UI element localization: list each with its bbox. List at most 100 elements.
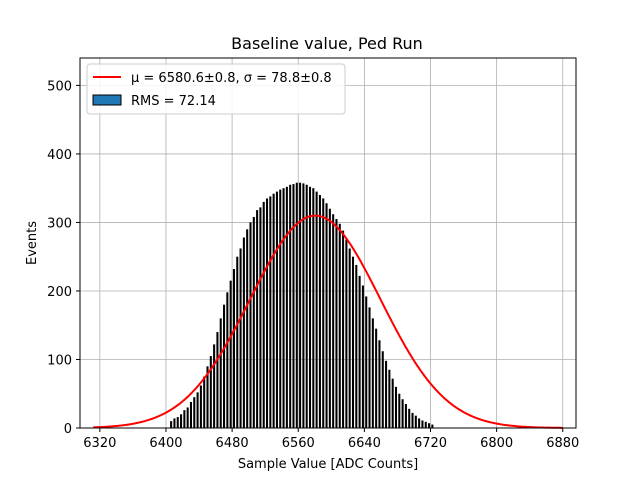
legend-box <box>86 63 346 115</box>
histogram-bar <box>236 256 239 428</box>
histogram-bar <box>176 417 179 428</box>
histogram-bar <box>375 328 378 428</box>
y-axis-ticks: 0 100 200 300 400 500 <box>47 79 80 437</box>
x-tick-label: 6400 <box>149 436 182 451</box>
histogram-bar <box>305 184 308 428</box>
histogram-bars <box>170 182 434 428</box>
chart-title: Baseline value, Ped Run <box>231 34 423 53</box>
histogram-bar <box>315 191 318 428</box>
histogram-bar <box>302 183 305 428</box>
histogram-bar <box>361 285 364 428</box>
histogram-bar <box>216 332 219 428</box>
histogram-bar <box>418 418 421 428</box>
histogram-bar <box>275 191 278 428</box>
histogram-bar <box>213 344 216 428</box>
histogram-bar <box>269 196 272 428</box>
histogram-bar <box>206 366 209 428</box>
histogram-bar <box>345 239 348 428</box>
histogram-bar <box>394 386 398 428</box>
histogram-bar <box>232 269 235 428</box>
histogram-bar <box>256 210 259 428</box>
histogram-bar <box>272 193 275 428</box>
histogram-bar <box>239 248 242 428</box>
histogram-bar <box>180 414 183 428</box>
histogram-bar <box>262 201 265 428</box>
legend-rms-label: RMS = 72.14 <box>131 94 216 109</box>
histogram-bar <box>348 248 351 428</box>
histogram-bar <box>332 214 335 428</box>
legend-fit-label: μ = 6580.6±0.8, σ = 78.8±0.8 <box>131 71 332 86</box>
histogram-bar <box>328 208 331 428</box>
x-tick-label: 6480 <box>216 436 249 451</box>
histogram-bar <box>203 376 206 428</box>
histogram-bar <box>170 421 173 428</box>
histogram-bar <box>408 408 411 428</box>
histogram-bar <box>371 318 374 428</box>
histogram-bar <box>424 421 427 428</box>
histogram-bar <box>391 378 394 428</box>
histogram-bar <box>183 410 186 428</box>
legend-rms-patch <box>92 94 122 106</box>
histogram-bar <box>401 399 404 428</box>
histogram-bar <box>385 360 388 428</box>
y-tick-label: 0 <box>64 422 72 437</box>
histogram-bar <box>414 415 417 428</box>
histogram-bar <box>378 340 381 428</box>
x-tick-label: 6880 <box>546 436 579 451</box>
histogram-bar <box>189 401 192 428</box>
histogram-bar <box>279 189 282 428</box>
y-tick-label: 400 <box>47 148 72 163</box>
histogram-bar <box>338 223 341 428</box>
histogram-bar <box>312 188 315 428</box>
histogram-bar <box>259 207 262 428</box>
axes-frame <box>79 57 577 429</box>
histogram-bar <box>325 203 328 428</box>
legend: μ = 6580.6±0.8, σ = 78.8±0.8 RMS = 72.14 <box>86 63 346 115</box>
gaussian-fit-line <box>93 214 563 429</box>
histogram-bar <box>186 407 189 428</box>
histogram-bar <box>242 237 245 428</box>
histogram-bar <box>355 264 358 428</box>
histogram-bar <box>381 351 384 428</box>
histogram-bar <box>229 280 232 428</box>
histogram-bar <box>249 222 252 428</box>
histogram-bar <box>223 304 226 428</box>
histogram-bar <box>388 369 391 428</box>
histogram-bar <box>404 404 407 428</box>
histogram-bar <box>295 182 298 428</box>
histogram-bar <box>335 219 338 428</box>
histogram-bar <box>368 307 371 428</box>
fit-curve-layer <box>93 214 563 429</box>
histogram-bar <box>398 393 401 428</box>
histogram-bar <box>299 182 302 428</box>
y-tick-label: 300 <box>47 216 72 231</box>
histogram-bar <box>252 216 255 428</box>
histogram-bar <box>322 198 325 428</box>
histogram-bar <box>431 424 434 428</box>
histogram-bar <box>226 292 229 428</box>
histogram-bar <box>358 275 361 428</box>
histogram-bar <box>193 397 196 428</box>
y-tick-label: 200 <box>47 285 72 300</box>
histogram-bar <box>219 318 222 428</box>
histogram-bar <box>196 392 199 428</box>
histogram-bar <box>266 198 269 428</box>
x-tick-label: 6640 <box>348 436 381 451</box>
histogram-bar <box>282 188 285 428</box>
x-tick-label: 6720 <box>414 436 447 451</box>
histogram-bar <box>308 186 312 428</box>
histogram-bar <box>351 256 355 428</box>
x-tick-label: 6320 <box>83 436 116 451</box>
histogram-bar <box>365 296 368 428</box>
x-axis-ticks: 6320 6400 6480 6560 6640 6720 6800 6880 <box>83 428 579 451</box>
histogram-bar <box>421 420 424 428</box>
x-tick-label: 6800 <box>480 436 513 451</box>
y-axis-label: Events <box>25 221 40 265</box>
histogram-bar <box>173 418 176 428</box>
histogram-bar <box>209 356 212 428</box>
histogram-bar <box>289 184 292 428</box>
histogram-bar <box>342 230 345 428</box>
histogram-bar <box>318 195 321 428</box>
x-tick-label: 6560 <box>282 436 315 451</box>
